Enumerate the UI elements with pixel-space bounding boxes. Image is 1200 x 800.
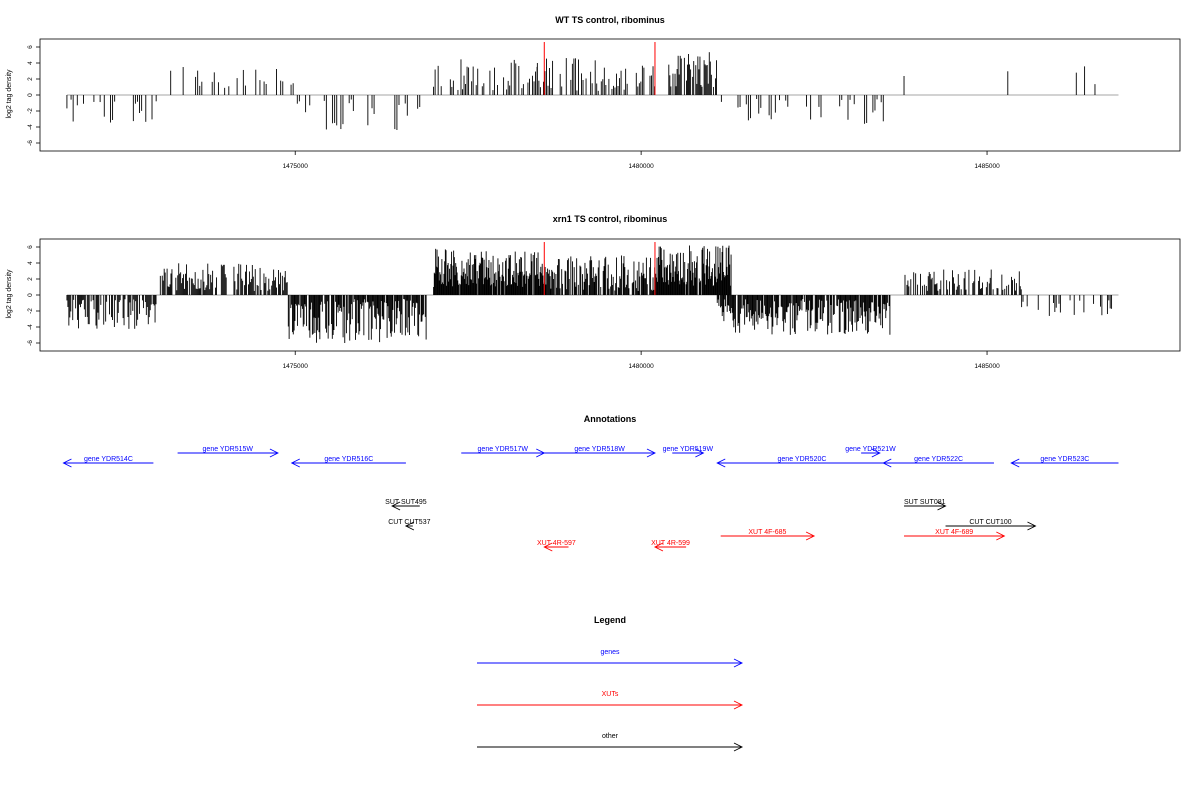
x-tick-label: 1485000 [974, 163, 1000, 170]
x-tick-label: 1480000 [628, 363, 654, 370]
other-annotation-arrowhead [391, 501, 401, 511]
y-tick-label: 0 [27, 293, 34, 297]
gene-annotation-arrowhead [716, 458, 726, 468]
y-tick-label: -4 [27, 324, 34, 330]
xrn1-track-panel: xrn1 TS control, ribominus log2 tag dens… [6, 214, 1181, 370]
x-tick-label: 1485000 [974, 363, 1000, 370]
xrn1-bars-group [66, 242, 1119, 343]
xut-annotation-label: XUT 4R-597 [537, 540, 576, 547]
xut-annotation-arrowhead [805, 531, 816, 541]
legend-label: other [602, 733, 619, 740]
x-tick-label: 1475000 [283, 363, 309, 370]
gene-annotation-label: gene YDR523C [1040, 456, 1089, 463]
gene-annotation-arrowhead [646, 448, 656, 458]
wt-bars-group [66, 42, 1119, 130]
legend-other-arrowhead [733, 742, 744, 752]
y-tick-label: -2 [27, 108, 34, 114]
legend-items: genes XUTs other [477, 649, 744, 752]
gene-annotation-label: gene YDR520C [778, 456, 827, 463]
xut-annotation-arrowhead [543, 542, 553, 552]
gene-annotation-arrowhead [62, 458, 72, 468]
xrn1-track-title: xrn1 TS control, ribominus [553, 214, 668, 224]
wt-track-title: WT TS control, ribominus [555, 15, 665, 25]
gene-annotation-arrowhead [882, 458, 892, 468]
gene-annotation-arrowhead [269, 448, 279, 458]
y-tick-label: 4 [27, 61, 34, 65]
annotation-features: gene YDR514C gene YDR515W gene YDR516C gene… [62, 446, 1119, 552]
y-tick-label: 6 [27, 45, 34, 49]
y-tick-label: -4 [27, 124, 34, 130]
x-tick-label: 1480000 [628, 163, 654, 170]
wt-track-panel: WT TS control, ribominus log2 tag densit… [6, 15, 1181, 170]
xut-annotation-label: XUT 4R-599 [651, 540, 690, 547]
legend-xuts-arrowhead [733, 700, 744, 710]
other-annotation-label: SUT SUT081 [904, 499, 946, 506]
annotations-title: Annotations [584, 414, 637, 424]
other-annotation-label: CUT CUT537 [388, 519, 430, 526]
x-tick-label: 1475000 [283, 163, 309, 170]
legend-label: XUTs [602, 691, 619, 698]
y-tick-label: 0 [27, 93, 34, 97]
gene-annotation-arrowhead [1010, 458, 1020, 468]
legend-panel: Legend genes XUTs other [477, 615, 744, 752]
y-tick-label: 2 [27, 77, 34, 81]
gene-annotation-label: gene YDR517W [478, 446, 529, 453]
legend-title: Legend [594, 615, 626, 625]
gene-annotation-label: gene YDR518W [574, 446, 625, 453]
other-annotation-label: SUT SUT495 [385, 499, 427, 506]
y-tick-label: -2 [27, 308, 34, 314]
xut-annotation-arrowhead [653, 542, 664, 552]
gene-annotation-label: gene YDR514C [84, 456, 133, 463]
legend-label: genes [600, 649, 620, 656]
y-tick-label: 6 [27, 245, 34, 249]
other-annotation-label: CUT CUT100 [969, 519, 1011, 526]
wt-track-ylabel: log2 tag density [6, 69, 13, 119]
xrn1-track-ylabel: log2 tag density [6, 269, 13, 319]
other-annotation-arrowhead [1027, 521, 1037, 531]
legend-genes-arrowhead [733, 658, 744, 668]
gene-annotation-label: gene YDR516C [324, 456, 373, 463]
xut-annotation-arrowhead [996, 531, 1006, 541]
gene-annotation-label: gene YDR519W [663, 446, 714, 453]
xut-annotation-label: XUT 4F-685 [748, 529, 786, 536]
y-tick-label: -6 [27, 140, 34, 146]
other-annotation-arrowhead [404, 521, 415, 531]
xut-annotation-label: XUT 4F-689 [935, 529, 973, 536]
y-tick-label: -6 [27, 340, 34, 346]
gene-annotation-label: gene YDR522C [914, 456, 963, 463]
gene-annotation-arrowhead [695, 448, 705, 458]
gene-annotation-arrowhead [290, 458, 300, 468]
other-annotation-arrowhead [937, 501, 947, 511]
y-tick-label: 4 [27, 261, 34, 265]
xrn1-axes-group: -6 -4 -2 0 2 4 6 1475000 1480000 1485000 [27, 238, 1181, 370]
gene-annotation-label: gene YDR521W [845, 446, 896, 453]
gene-annotation-arrowhead [871, 448, 881, 458]
y-tick-label: 2 [27, 277, 34, 281]
wt-axes-group: -6 -4 -2 0 2 4 6 1475000 1480000 1485000 [27, 38, 1181, 170]
gene-annotation-label: gene YDR515W [203, 446, 254, 453]
